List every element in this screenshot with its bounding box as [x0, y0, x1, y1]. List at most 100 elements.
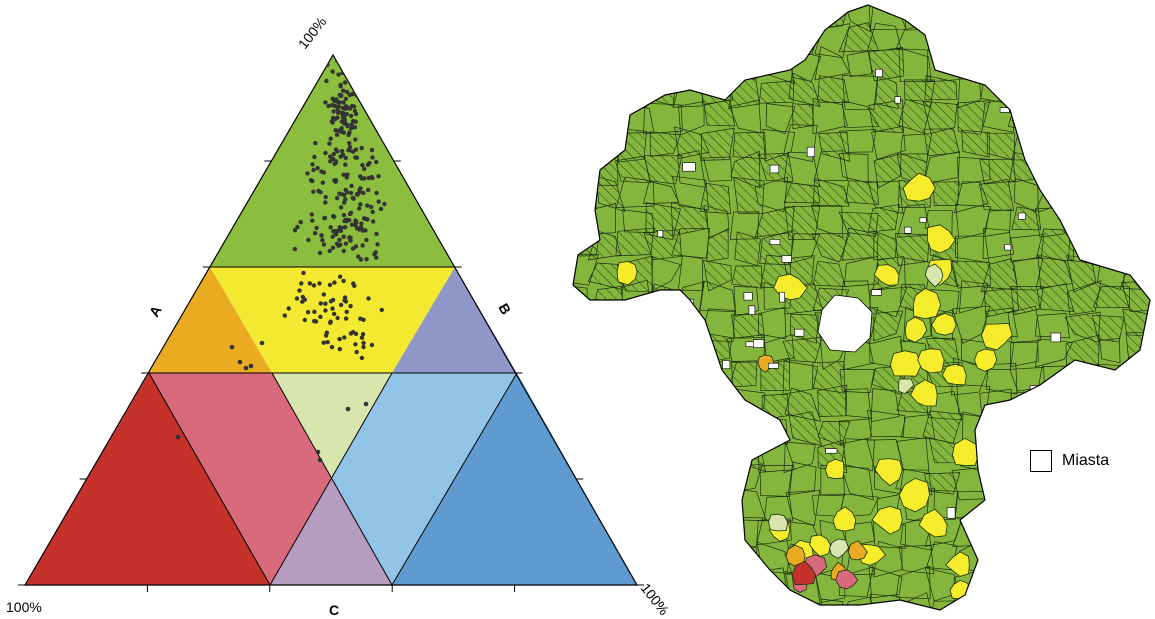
data-point — [343, 225, 348, 230]
municipality — [955, 204, 991, 240]
municipality — [785, 489, 821, 527]
municipality — [813, 150, 849, 182]
data-point — [363, 228, 368, 233]
data-point — [365, 162, 371, 167]
municipality — [652, 542, 680, 576]
hatched-municipality — [1091, 229, 1128, 266]
municipality — [764, 599, 792, 610]
municipality — [590, 306, 625, 344]
city-area — [1055, 513, 1066, 522]
data-point — [347, 106, 353, 111]
city-area — [645, 436, 656, 443]
data-point — [369, 342, 375, 348]
data-point — [324, 78, 329, 84]
municipality — [642, 5, 677, 28]
region-light-blue — [331, 373, 517, 585]
hatched-municipality — [1067, 280, 1102, 315]
municipality — [732, 132, 767, 160]
hatched-municipality — [573, 440, 599, 472]
hatched-municipality — [792, 103, 814, 129]
data-point — [348, 331, 354, 336]
data-point — [363, 401, 369, 407]
data-point — [286, 306, 291, 311]
data-point — [352, 108, 358, 114]
data-point — [317, 281, 322, 286]
municipality — [784, 387, 822, 422]
municipality — [1012, 74, 1047, 104]
municipality — [957, 156, 991, 185]
data-point — [347, 141, 352, 146]
data-point — [317, 250, 323, 256]
data-point — [364, 257, 369, 262]
municipality — [1119, 72, 1150, 104]
municipality — [1066, 389, 1098, 421]
hatched-municipality — [1120, 23, 1150, 57]
region-red — [25, 373, 270, 585]
data-point — [298, 220, 303, 225]
municipality — [1091, 25, 1131, 57]
data-point — [321, 242, 327, 247]
data-point — [340, 105, 346, 111]
municipality — [643, 435, 678, 474]
municipality — [955, 21, 986, 59]
colored-municipality — [791, 560, 817, 586]
municipality — [1009, 523, 1047, 546]
data-point — [344, 309, 349, 315]
municipality — [758, 306, 787, 340]
municipality — [922, 100, 958, 134]
city-area — [794, 328, 805, 337]
city-warsaw — [817, 294, 873, 353]
hatched-municipality — [984, 287, 1019, 317]
municipality — [1151, 438, 1155, 472]
hatched-municipality — [594, 55, 626, 83]
municipality — [1122, 308, 1150, 338]
city-area — [806, 146, 816, 157]
municipality — [1149, 385, 1150, 413]
municipality — [985, 362, 1018, 395]
hatched-municipality — [987, 133, 1015, 161]
colored-municipality — [931, 312, 957, 336]
data-point — [306, 237, 311, 243]
municipality — [1092, 390, 1126, 414]
municipality — [734, 418, 764, 444]
data-point — [309, 212, 314, 217]
city-area — [1009, 500, 1018, 508]
municipality — [595, 175, 626, 213]
data-point — [343, 155, 348, 161]
hatched-municipality — [1067, 154, 1103, 185]
municipality — [732, 591, 764, 610]
data-point — [325, 340, 330, 345]
municipality — [615, 227, 654, 257]
data-point — [320, 180, 325, 185]
data-point — [351, 66, 356, 71]
municipality — [1097, 82, 1121, 108]
municipality — [726, 5, 765, 28]
colored-municipality — [917, 348, 945, 374]
hatched-municipality — [1125, 363, 1150, 393]
municipality — [817, 421, 851, 446]
hatched-municipality — [1093, 286, 1130, 308]
colored-municipality — [926, 224, 956, 254]
data-point — [330, 115, 336, 121]
municipality — [954, 235, 990, 264]
municipality — [842, 5, 871, 33]
municipality — [643, 229, 682, 261]
hatched-municipality — [758, 5, 791, 29]
data-point — [356, 254, 361, 259]
data-point — [362, 216, 367, 221]
hatched-municipality — [645, 23, 678, 55]
municipality — [758, 80, 795, 104]
municipality — [875, 74, 899, 110]
municipality — [868, 99, 904, 134]
municipality — [1064, 415, 1099, 442]
data-point — [352, 283, 357, 288]
region-mauve — [270, 478, 392, 585]
data-point — [315, 449, 321, 455]
data-point — [343, 96, 349, 102]
municipality — [981, 496, 1013, 518]
municipality — [1149, 74, 1150, 109]
municipality — [838, 566, 874, 598]
municipality — [1034, 5, 1069, 24]
hatched-municipality — [1091, 205, 1126, 235]
data-point — [343, 187, 348, 193]
